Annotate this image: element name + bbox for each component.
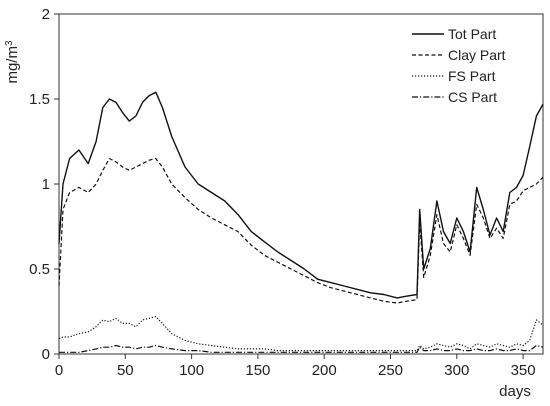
series-line-clay-part [58,157,544,304]
x-tick-label-1: 50 [117,362,134,379]
y-tick-label-0: 0 [42,346,50,363]
x-tick-label-3: 150 [245,362,270,379]
y-axis: 0 0.5 1 1.5 2 [29,6,59,363]
x-axis-label: days [499,383,531,400]
y-tick-label-2: 1 [42,176,50,193]
x-tick-label-0: 0 [55,362,63,379]
y-axis-label-exponent: 3 [4,40,15,46]
y-tick-label-3: 1.5 [29,91,50,108]
y-axis-label-base: mg/m [4,46,21,84]
legend-label-0: Tot Part [448,26,496,42]
plot-frame [58,13,544,355]
series-line-tot-part [58,91,544,299]
x-tick-label-5: 250 [378,362,403,379]
legend-label-1: Clay Part [448,47,506,63]
x-tick-label-4: 200 [312,362,337,379]
y-tick-label-4: 2 [42,6,50,23]
series-lines [58,91,544,353]
legend-label-2: FS Part [448,68,496,84]
x-tick-label-6: 300 [444,362,469,379]
y-axis-label: mg/m3 [4,40,22,84]
series-line-fs-part [58,316,544,352]
legend-label-3: CS Part [448,89,497,105]
y-tick-label-1: 0.5 [29,261,50,278]
x-tick-label-2: 100 [179,362,204,379]
legend: Tot Part Clay Part FS Part CS Part [412,26,506,105]
series-line-cs-part [59,344,544,353]
x-tick-label-7: 350 [511,362,536,379]
x-axis: 0 50 100 150 200 250 300 350 [55,354,536,379]
